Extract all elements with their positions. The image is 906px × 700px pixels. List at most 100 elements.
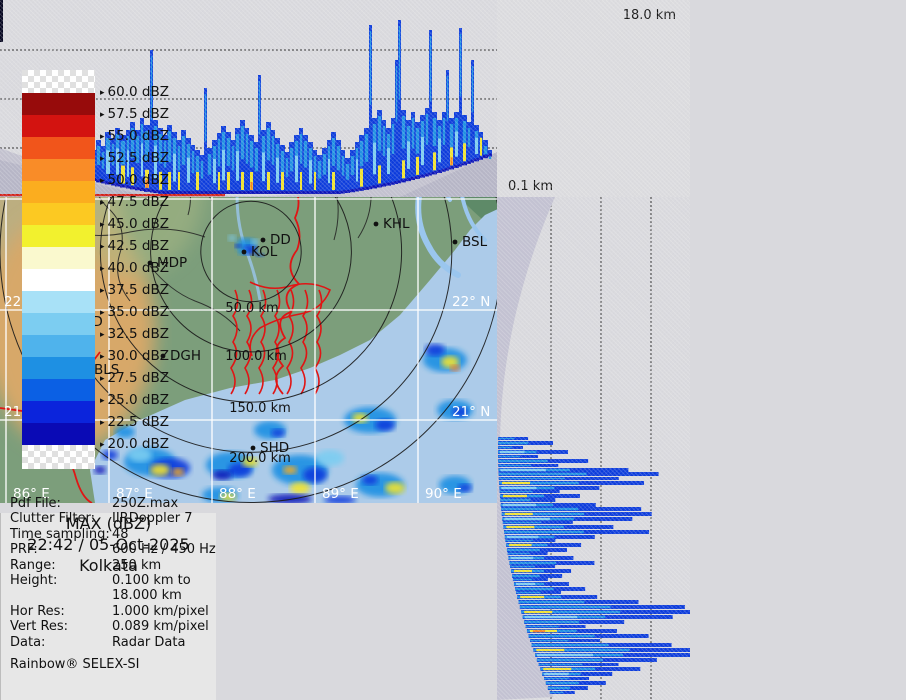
echo-cell — [172, 468, 184, 476]
scale-value: 37.5 dBZ — [107, 282, 169, 298]
echo-column-core — [420, 121, 425, 150]
echo-cell — [316, 450, 344, 466]
echo-row-core — [515, 587, 554, 591]
echo-column-core — [200, 161, 204, 179]
scale-label: ▸ 37.5 dBZ — [100, 282, 169, 298]
echo-column-core — [130, 128, 135, 159]
product-metadata: Pdf File: 250Z.max Clutter Filter: IIRDoppl… — [10, 496, 216, 672]
echo-row-core — [498, 459, 548, 463]
echo-row-yellow — [509, 543, 532, 547]
scale-swatch — [22, 225, 95, 247]
echo-row-core — [543, 677, 569, 680]
scale-tick-arrow-icon: ▸ — [100, 396, 105, 406]
echo-column-yellow — [121, 165, 125, 184]
echo-column-core — [221, 132, 226, 163]
echo-row-core — [498, 477, 565, 480]
echo-column-core — [258, 81, 261, 135]
metadata-value: Radar Data — [112, 634, 186, 650]
echo-row-core — [506, 548, 540, 552]
echo-column-core — [308, 148, 313, 172]
echo-column-base — [150, 189, 153, 193]
echo-column-yellow — [241, 172, 244, 190]
border-squiggle — [258, 289, 267, 395]
echo-column-core — [280, 151, 285, 174]
right-profile-content — [497, 197, 652, 700]
echo-column-yellow — [463, 143, 466, 162]
echo-column-base — [317, 191, 322, 194]
station-label: DD — [270, 232, 291, 248]
scale-label: ▸ 35.0 dBZ — [100, 304, 169, 320]
latitude-label: 21° N — [452, 404, 490, 420]
border-red — [275, 249, 301, 395]
echo-cell — [115, 426, 135, 438]
scale-checker-below — [22, 445, 95, 469]
echo-row-yellow — [506, 525, 535, 529]
scale-swatch — [22, 335, 95, 357]
scale-value: 57.5 dBZ — [107, 106, 169, 122]
echo-column-core — [120, 141, 126, 165]
echo-column-cyan — [106, 150, 110, 174]
range-ring-label: 100.0 km — [225, 349, 287, 364]
echo-column — [369, 25, 372, 190]
echo-column-core — [186, 144, 191, 170]
echo-column-core — [437, 126, 442, 150]
echo-column-core — [471, 66, 474, 113]
echo-cell — [271, 429, 285, 437]
echo-column-cyan — [309, 160, 312, 184]
echo-column-yellow — [196, 172, 199, 190]
echo-column-base — [261, 191, 266, 194]
echo-cell — [375, 419, 395, 431]
echo-column-yellow — [281, 172, 284, 190]
scale-swatch — [22, 203, 95, 225]
echo-column-core — [355, 148, 359, 171]
echo-row-core — [549, 691, 564, 694]
echo-column-base — [442, 168, 446, 172]
echo-column-base — [245, 191, 249, 194]
echo-row-core — [512, 578, 533, 581]
echo-row-core — [525, 625, 559, 628]
echo-column-base — [226, 191, 231, 194]
echo-column-core — [454, 118, 459, 144]
longitude-label: 86° E — [13, 486, 50, 502]
echo-column-base — [221, 191, 226, 194]
border-squiggle — [314, 289, 323, 395]
echo-column-base — [345, 189, 350, 193]
echo-row-core — [536, 658, 603, 662]
echo-row-cyan — [500, 468, 546, 472]
echo-column-base — [303, 191, 308, 194]
metadata-value: IIRDoppler 7 — [112, 511, 193, 527]
min-height-label: 0.1 km — [508, 179, 553, 194]
echo-column-base — [471, 159, 474, 163]
echo-column-core — [429, 36, 432, 102]
echo-column-core — [406, 126, 411, 154]
metadata-label: Height: — [10, 573, 58, 589]
metadata-label: Data: — [10, 634, 46, 650]
echo-column — [398, 20, 401, 184]
echo-row-cyan — [510, 556, 534, 560]
echo-column-cyan — [356, 159, 358, 182]
echo-row-core — [538, 663, 583, 666]
echo-column-yellow — [314, 172, 316, 190]
echo-column-base — [327, 191, 331, 194]
echo-column-cyan — [154, 145, 157, 179]
echo-row-core — [498, 464, 532, 467]
echo-row-core — [500, 498, 531, 502]
scale-tick-arrow-icon: ▸ — [100, 352, 105, 362]
scale-value: 20.0 dBZ — [107, 436, 169, 452]
echo-column-base — [336, 191, 341, 194]
echo-column-core — [261, 136, 266, 165]
echo-cell — [256, 253, 264, 257]
echo-column-core — [111, 144, 115, 166]
echo-column-yellow — [267, 172, 270, 190]
echo-column-core — [401, 116, 406, 149]
echo-row-core — [504, 530, 584, 534]
scale-tick-arrow-icon: ▸ — [100, 418, 105, 428]
border-squiggle — [272, 289, 281, 395]
scale-checker-above — [22, 70, 95, 93]
station-label: KHL — [383, 216, 410, 232]
echo-row-core — [530, 639, 569, 642]
beam-height-silhouette — [497, 197, 555, 700]
echo-column-core — [240, 126, 245, 160]
echo-column-core — [266, 128, 271, 161]
echo-column-core — [172, 138, 177, 166]
